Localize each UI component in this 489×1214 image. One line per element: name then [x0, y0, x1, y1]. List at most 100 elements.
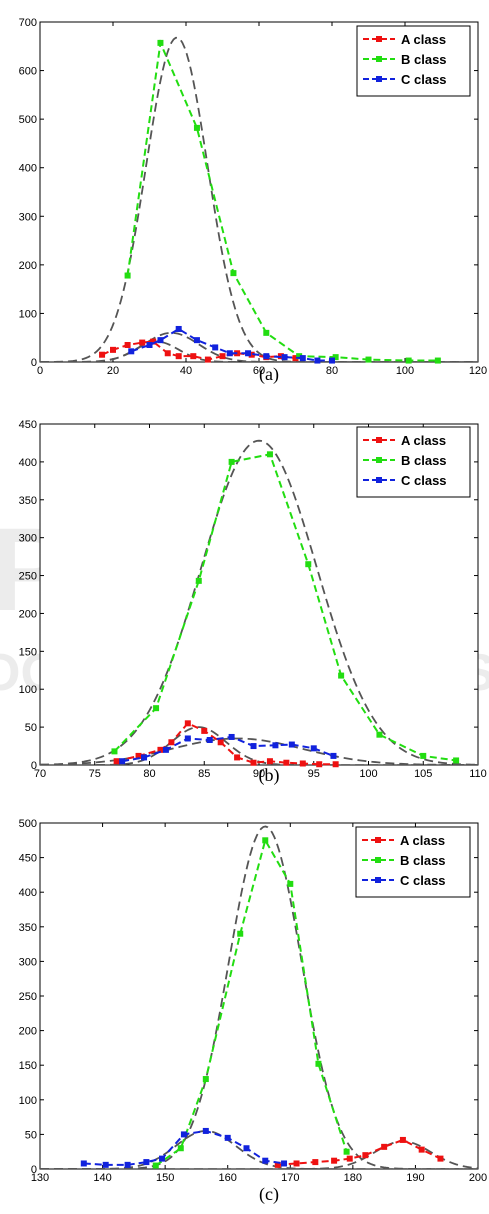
- data-point: [164, 350, 171, 357]
- x-tick-label: 120: [469, 365, 487, 377]
- legend-marker: [375, 857, 381, 863]
- data-point: [175, 325, 182, 332]
- legend-label: B class: [401, 52, 447, 67]
- data-point: [362, 1152, 369, 1159]
- x-tick-label: 160: [219, 1172, 237, 1184]
- gaussian-fit-curve: [40, 737, 478, 765]
- y-tick-label: 500: [19, 818, 37, 830]
- x-tick-label: 150: [156, 1172, 174, 1184]
- data-point: [365, 356, 372, 363]
- data-point: [139, 339, 146, 346]
- data-point: [281, 1160, 288, 1167]
- y-tick-label: 150: [19, 1060, 37, 1072]
- data-point: [204, 356, 211, 363]
- data-point: [102, 1161, 109, 1168]
- y-tick-label: 300: [19, 211, 37, 223]
- chart-panel: 130 140 150 160 170 180 190 200 0 50 100 150 200 250 3…: [19, 818, 488, 1205]
- data-point: [190, 353, 197, 360]
- data-point: [292, 355, 299, 362]
- data-point: [143, 1159, 150, 1166]
- data-point: [157, 39, 164, 46]
- series-line: [277, 1138, 441, 1166]
- data-point: [250, 743, 257, 750]
- data-point: [201, 727, 208, 734]
- data-point: [180, 1131, 187, 1138]
- data-point: [343, 1148, 350, 1155]
- data-point: [263, 353, 270, 360]
- data-point: [305, 561, 312, 568]
- chart-panel: 70 75 80 85 90 95 100 105 110 0 50 100 150 200 250 300 3…: [19, 419, 487, 786]
- x-tick-label: 60: [253, 365, 265, 377]
- data-point: [281, 354, 288, 361]
- series-line: [101, 340, 296, 361]
- data-point: [381, 1143, 388, 1150]
- legend-label: B class: [401, 453, 447, 468]
- data-point: [243, 1145, 250, 1152]
- y-tick-label: 100: [19, 308, 37, 320]
- data-point: [330, 752, 337, 759]
- y-tick-label: 400: [19, 163, 37, 175]
- legend-marker: [376, 477, 382, 483]
- data-point: [113, 758, 120, 765]
- legend-label: C class: [400, 873, 446, 888]
- series-line: [113, 453, 457, 762]
- y-tick-label: 50: [25, 1129, 37, 1141]
- legend-marker: [376, 36, 382, 42]
- data-point: [157, 746, 164, 753]
- x-tick-label: 70: [34, 768, 46, 780]
- data-point: [437, 1155, 444, 1162]
- data-point: [299, 355, 306, 362]
- y-tick-label: 0: [31, 1164, 37, 1176]
- data-point: [274, 1161, 281, 1168]
- x-tick-label: 200: [469, 1172, 487, 1184]
- data-point: [111, 748, 118, 755]
- data-point: [245, 350, 252, 357]
- data-point: [234, 754, 241, 761]
- data-point: [288, 741, 295, 748]
- data-point: [141, 754, 148, 761]
- x-tick-label: 140: [93, 1172, 111, 1184]
- data-point: [128, 348, 135, 355]
- gaussian-fit-curve: [40, 36, 478, 362]
- x-tick-label: 80: [326, 365, 338, 377]
- x-tick-label: 100: [396, 365, 414, 377]
- y-tick-label: 500: [19, 114, 37, 126]
- y-tick-label: 450: [19, 853, 37, 865]
- data-point: [150, 338, 157, 345]
- data-point: [135, 752, 142, 759]
- data-point: [332, 354, 339, 361]
- data-point: [329, 357, 335, 364]
- data-point: [153, 705, 160, 712]
- data-point: [159, 1155, 166, 1162]
- data-point: [266, 451, 273, 458]
- legend-marker: [375, 877, 381, 883]
- x-tick-label: 190: [406, 1172, 424, 1184]
- data-point: [228, 458, 235, 465]
- y-tick-label: 450: [19, 419, 37, 431]
- data-point: [420, 752, 427, 759]
- data-point: [157, 337, 164, 344]
- chart-caption: (a): [259, 364, 279, 385]
- data-point: [184, 735, 191, 742]
- data-point: [316, 761, 323, 768]
- x-tick-label: 105: [414, 768, 432, 780]
- legend-box: [356, 426, 471, 498]
- x-tick-label: 95: [308, 768, 320, 780]
- legend-marker: [375, 837, 381, 843]
- y-tick-label: 200: [19, 260, 37, 272]
- data-point: [230, 270, 237, 277]
- y-tick-label: 200: [19, 608, 37, 620]
- data-point: [314, 357, 321, 364]
- data-point: [266, 758, 273, 765]
- data-point: [202, 1127, 209, 1134]
- data-point: [119, 758, 126, 765]
- data-point: [175, 353, 182, 360]
- x-tick-label: 180: [344, 1172, 362, 1184]
- legend-label: A class: [401, 32, 446, 47]
- x-tick-label: 75: [89, 768, 101, 780]
- data-point: [110, 346, 116, 353]
- data-point: [162, 746, 169, 753]
- data-point: [299, 760, 306, 767]
- data-point: [195, 577, 202, 584]
